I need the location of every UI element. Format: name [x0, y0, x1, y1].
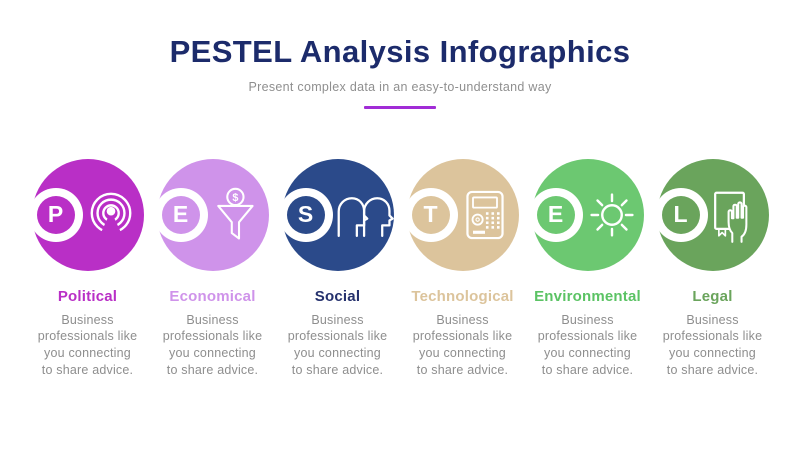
letter-badge: S — [278, 187, 333, 242]
legal-circle: L — [653, 158, 769, 271]
pestel-item-technological: T Technological Business professionals l… — [400, 158, 525, 379]
letter-e: E — [161, 195, 200, 234]
pestel-item-legal: L Legal Business professionals like you … — [650, 158, 775, 379]
social-circle: S — [278, 158, 394, 271]
letter-p: P — [36, 195, 75, 234]
sun-icon — [586, 189, 638, 241]
pestel-item-economical: $ E Economical Business professionals li… — [150, 158, 275, 379]
dollar-symbol: $ — [232, 192, 238, 204]
item-label: Technological — [411, 287, 514, 305]
item-label: Legal — [692, 287, 733, 305]
political-circle: P — [28, 158, 144, 271]
accent-underline — [364, 105, 436, 109]
letter-t: T — [411, 195, 450, 234]
letter-s: S — [286, 195, 325, 234]
economical-circle: $ E — [153, 158, 269, 271]
page-title: PESTEL Analysis Infographics — [169, 34, 631, 69]
pestel-item-political: P Political Business professionals like … — [25, 158, 150, 379]
environmental-circle: E — [528, 158, 644, 271]
calculator-icon — [461, 188, 509, 242]
letter-e2: E — [536, 195, 575, 234]
letter-badge: E — [528, 187, 583, 242]
letter-badge: T — [403, 187, 458, 242]
funnel-dollar-icon: $ — [211, 187, 258, 243]
item-description: Business professionals like you connecti… — [37, 312, 138, 377]
letter-l: L — [661, 195, 700, 234]
pestel-item-environmental: E Environmental Business professionals l… — [525, 158, 650, 379]
broadcast-icon — [86, 189, 136, 241]
item-label: Environmental — [534, 287, 641, 305]
pestel-row: P Political Business professionals like … — [0, 158, 800, 379]
item-label: Economical — [169, 287, 256, 305]
pestel-item-social: S Social Business professionals like you… — [275, 158, 400, 379]
technological-circle: T — [403, 158, 519, 271]
item-label: Social — [314, 287, 361, 305]
letter-badge: E — [153, 187, 208, 242]
letter-badge: L — [653, 187, 708, 242]
item-label: Political — [57, 287, 118, 305]
oath-hand-icon — [711, 187, 761, 243]
slide-header: PESTEL Analysis Infographics Present com… — [0, 0, 800, 109]
item-description: Business professionals like you connecti… — [662, 312, 763, 377]
item-description: Business professionals like you connecti… — [412, 312, 513, 377]
item-description: Business professionals like you connecti… — [537, 312, 638, 377]
profile-heads-icon — [336, 192, 394, 238]
item-description: Business professionals like you connecti… — [162, 312, 263, 377]
letter-badge: P — [28, 187, 83, 242]
item-description: Business professionals like you connecti… — [287, 312, 388, 377]
page-subtitle: Present complex data in an easy-to-under… — [248, 79, 552, 94]
